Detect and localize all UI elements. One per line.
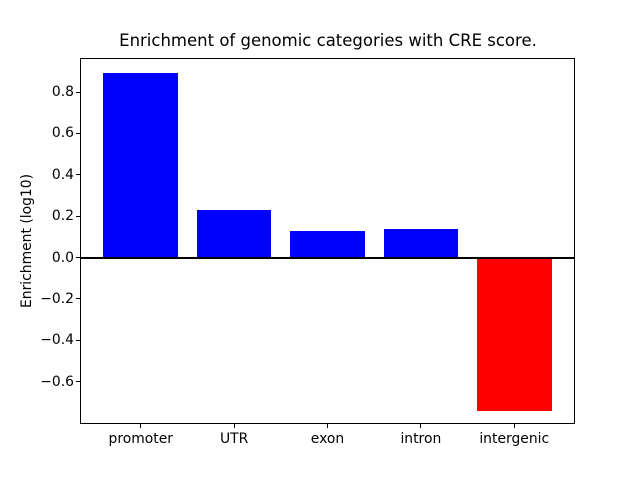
ytick-label: 0.6: [51, 125, 74, 142]
ytick-mark: [76, 215, 80, 217]
xtick-label-intron: intron: [400, 431, 442, 447]
xtick-mark: [420, 424, 422, 428]
ytick-label: −0.6: [40, 373, 74, 390]
ytick-mark: [76, 174, 80, 176]
ytick-mark: [76, 339, 80, 341]
xtick-label-UTR: UTR: [219, 431, 249, 447]
xtick-label-intergenic: intergenic: [479, 431, 550, 447]
ytick-mark: [76, 132, 80, 134]
plot-area: [80, 58, 575, 424]
xtick-label-exon: exon: [310, 431, 345, 447]
xtick-label-promoter: promoter: [108, 431, 173, 447]
y-axis-label: Enrichment (log10): [19, 173, 35, 309]
ytick-mark: [76, 381, 80, 383]
ytick-label: 0.8: [51, 84, 74, 101]
bar-promoter: [103, 73, 179, 258]
zero-line: [81, 256, 574, 259]
ytick-mark: [76, 257, 80, 259]
bar-UTR: [196, 209, 272, 258]
ytick-label: 0.4: [51, 166, 74, 183]
ytick-mark: [76, 91, 80, 93]
ytick-label: 0.0: [51, 249, 74, 266]
bar-exon: [290, 230, 365, 258]
bar-intergenic: [476, 257, 552, 411]
ytick-label: 0.2: [51, 208, 74, 225]
ytick-label: −0.2: [40, 290, 74, 307]
chart-title: Enrichment of genomic categories with CR…: [119, 31, 537, 50]
xtick-mark: [233, 424, 235, 428]
xtick-mark: [513, 424, 515, 428]
xtick-mark: [327, 424, 328, 428]
bar-intron: [383, 228, 459, 258]
ytick-label: −0.4: [40, 332, 74, 349]
ytick-mark: [76, 298, 80, 300]
xtick-mark: [140, 424, 142, 428]
